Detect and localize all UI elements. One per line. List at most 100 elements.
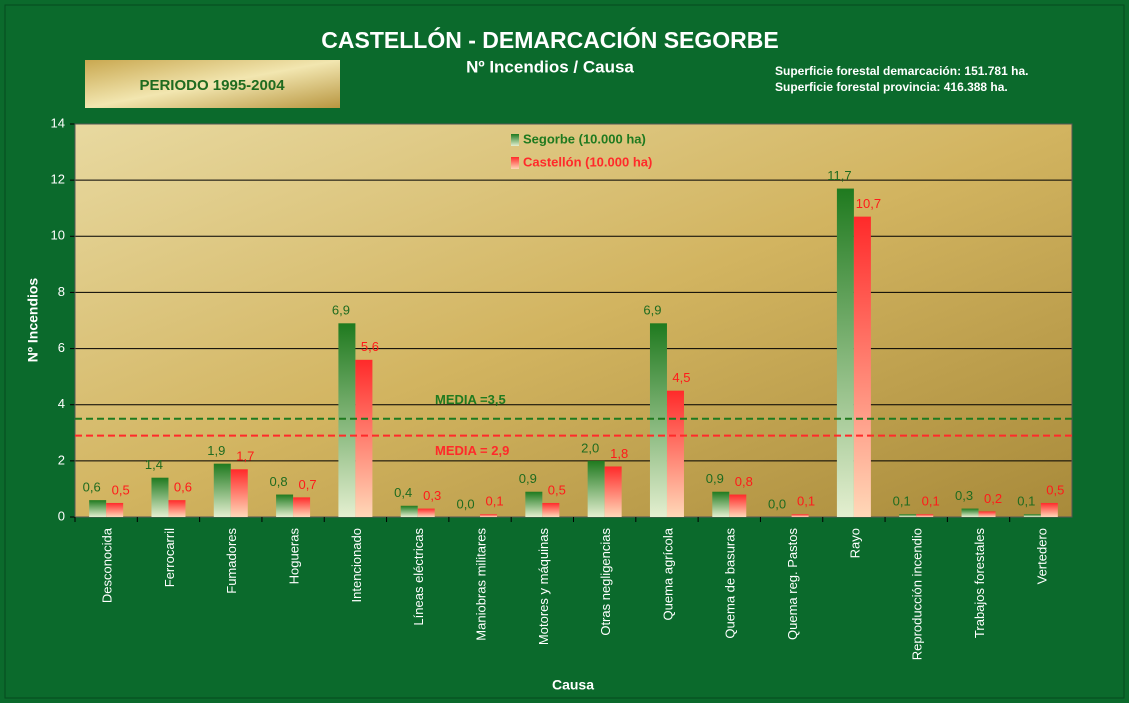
bar: [729, 494, 747, 517]
value-label: 0,6: [174, 480, 192, 495]
y-tick-label: 0: [58, 508, 65, 523]
bar: [276, 494, 294, 517]
y-tick-label: 14: [51, 115, 65, 130]
bar: [480, 514, 498, 517]
note: Superficie forestal demarcación: 151.781…: [775, 64, 1028, 78]
value-label: 0,1: [797, 494, 815, 509]
bar: [230, 469, 248, 517]
y-tick-label: 4: [58, 396, 65, 411]
plot-area: [75, 124, 1072, 517]
y-tick-label: 8: [58, 284, 65, 299]
value-label: 11,7: [827, 168, 851, 183]
x-tick-label: Vertedero: [1034, 528, 1049, 584]
bar: [916, 514, 934, 517]
x-tick-label: Líneas eléctricas: [411, 528, 426, 626]
bar: [106, 502, 124, 517]
chart-subtitle: Nº Incendios / Causa: [466, 57, 634, 76]
bar: [1040, 502, 1058, 517]
bar: [791, 514, 809, 517]
bar: [604, 466, 622, 517]
bar: [666, 390, 684, 517]
bar: [853, 216, 871, 517]
legend-swatch: [511, 157, 519, 169]
value-label: 6,9: [643, 303, 661, 318]
value-label: 0,8: [735, 474, 753, 489]
value-label: 0,9: [519, 471, 537, 486]
legend-swatch: [511, 134, 519, 146]
bar: [293, 497, 311, 517]
value-label: 0,4: [394, 485, 412, 500]
x-tick-label: Hogueras: [287, 528, 302, 585]
period-box: [85, 60, 340, 108]
value-label: 0,0: [456, 496, 474, 511]
bar: [836, 188, 854, 518]
y-tick-label: 2: [58, 452, 65, 467]
x-tick-label: Quema agrícola: [660, 527, 675, 620]
value-label: 1,7: [236, 449, 254, 464]
value-label: 0,5: [1046, 482, 1064, 497]
x-tick-label: Trabajos forestales: [972, 528, 987, 639]
bar: [649, 323, 667, 517]
x-tick-label: Otras negligencias: [598, 528, 613, 636]
value-label: 0,3: [423, 488, 441, 503]
x-tick-label: Reproducción incendio: [910, 528, 925, 660]
x-tick-label: Intencionado: [349, 528, 364, 602]
value-label: 2,0: [581, 440, 599, 455]
y-axis-label: Nº Incendios: [25, 278, 41, 363]
value-label: 10,7: [856, 196, 881, 211]
period: PERIODO 1995-2004: [139, 77, 285, 94]
value-label: 4,5: [672, 370, 690, 385]
bar: [899, 514, 917, 517]
value-label: 0,1: [485, 494, 503, 509]
bar: [417, 508, 435, 517]
value-label: 0,1: [893, 494, 911, 509]
legend-label: Segorbe (10.000 ha): [523, 131, 646, 146]
value-label: 0,0: [768, 496, 786, 511]
value-label: 0,1: [1017, 494, 1035, 509]
value-label: 6,9: [332, 303, 350, 318]
x-tick-label: Motores y máquinas: [536, 528, 551, 646]
bar: [525, 491, 543, 517]
x-tick-label: Maniobras militares: [473, 528, 488, 641]
x-tick-label: Quema de basuras: [723, 528, 738, 639]
legend-label: Castellón (10.000 ha): [523, 154, 652, 169]
value-label: 5,6: [361, 339, 379, 354]
bar: [1023, 514, 1041, 517]
x-tick-label: Desconocida: [100, 527, 115, 603]
bar: [978, 511, 996, 517]
reference-label: MEDIA = 2,9: [435, 443, 509, 458]
value-label: 0,8: [270, 474, 288, 489]
y-tick-label: 10: [51, 228, 65, 243]
value-label: 0,3: [955, 488, 973, 503]
reference-label: MEDIA =3,5: [435, 392, 506, 407]
value-label: 0,1: [922, 494, 940, 509]
bar: [89, 500, 107, 517]
value-label: 0,7: [299, 477, 317, 492]
x-tick-label: Quema reg. Pastos: [785, 528, 800, 640]
value-label: 0,5: [548, 482, 566, 497]
bar: [355, 359, 373, 517]
x-tick-label: Ferrocarril: [162, 528, 177, 587]
value-label: 0,6: [83, 480, 101, 495]
bar: [168, 500, 186, 517]
y-tick-label: 6: [58, 340, 65, 355]
x-tick-label: Fumadores: [224, 528, 239, 594]
value-label: 0,2: [984, 491, 1002, 506]
bar: [400, 505, 418, 517]
value-label: 0,9: [706, 471, 724, 486]
bar: [712, 491, 730, 517]
x-axis-label: Causa: [552, 677, 594, 693]
note: Superficie forestal provincia: 416.388 h…: [775, 80, 1008, 94]
value-label: 0,5: [112, 482, 130, 497]
y-tick-label: 12: [51, 172, 65, 187]
bar: [213, 463, 231, 517]
value-label: 1,4: [145, 457, 163, 472]
bar: [151, 477, 169, 517]
value-label: 1,9: [207, 443, 225, 458]
chart-title: CASTELLÓN - DEMARCACIÓN SEGORBE: [321, 26, 778, 53]
bar: [542, 502, 560, 517]
x-tick-label: Rayo: [847, 528, 862, 558]
bar: [587, 460, 605, 517]
bar: [338, 323, 356, 517]
